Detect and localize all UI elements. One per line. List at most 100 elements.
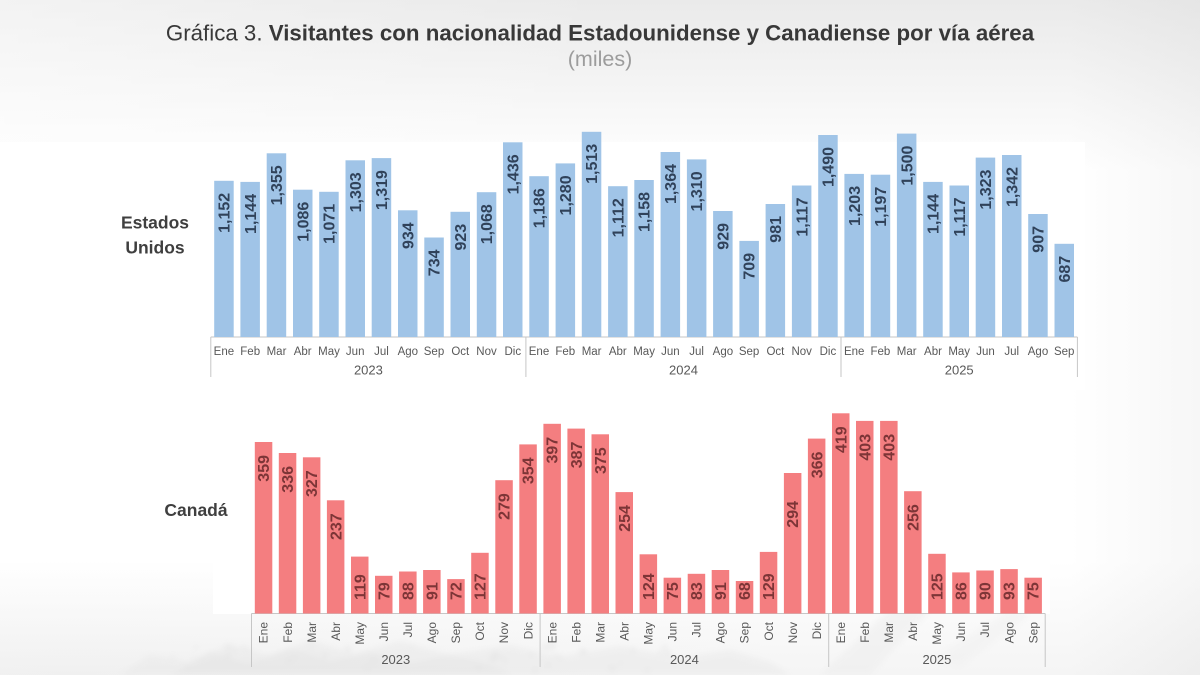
svg-text:Sep: Sep (1026, 622, 1040, 644)
svg-text:Ago: Ago (713, 346, 733, 358)
svg-text:Jul: Jul (690, 622, 704, 637)
svg-text:Ago: Ago (1002, 622, 1016, 644)
svg-text:Mar: Mar (305, 622, 319, 643)
svg-text:Ene: Ene (844, 346, 864, 358)
svg-text:Ene: Ene (834, 622, 848, 644)
svg-text:Mar: Mar (882, 622, 896, 643)
svg-text:Jun: Jun (661, 346, 680, 358)
svg-text:Feb: Feb (569, 622, 583, 643)
svg-text:127: 127 (473, 573, 490, 600)
svg-text:Abr: Abr (609, 346, 627, 358)
svg-text:359: 359 (256, 455, 273, 482)
svg-text:354: 354 (521, 457, 538, 484)
svg-text:Oct: Oct (766, 346, 785, 358)
svg-text:Mar: Mar (593, 622, 607, 643)
svg-text:1,319: 1,319 (374, 170, 391, 210)
svg-text:1,158: 1,158 (637, 192, 654, 232)
svg-text:May: May (318, 346, 340, 358)
svg-text:124: 124 (641, 573, 658, 600)
svg-text:1,144: 1,144 (926, 194, 943, 234)
svg-text:May: May (930, 622, 944, 645)
svg-text:Ago: Ago (398, 346, 418, 358)
svg-text:Jun: Jun (377, 622, 391, 641)
svg-text:Oct: Oct (451, 346, 470, 358)
svg-text:Abr: Abr (329, 622, 343, 641)
svg-text:Abr: Abr (906, 622, 920, 641)
svg-text:1,500: 1,500 (899, 146, 916, 186)
svg-text:934: 934 (400, 222, 417, 249)
svg-text:1,203: 1,203 (847, 186, 864, 226)
svg-text:1,436: 1,436 (505, 154, 522, 194)
svg-text:375: 375 (593, 447, 610, 474)
svg-text:72: 72 (449, 582, 466, 600)
svg-text:Ago: Ago (714, 622, 728, 644)
svg-text:2024: 2024 (669, 363, 698, 378)
svg-text:Ago: Ago (425, 622, 439, 644)
svg-text:Jul: Jul (401, 622, 415, 637)
svg-text:119: 119 (352, 574, 369, 600)
svg-text:93: 93 (1002, 582, 1019, 600)
svg-text:1,112: 1,112 (610, 198, 627, 237)
svg-text:237: 237 (328, 513, 345, 540)
svg-text:Nov: Nov (791, 346, 812, 358)
svg-text:Feb: Feb (555, 346, 575, 358)
svg-text:1,152: 1,152 (217, 193, 234, 233)
svg-text:Canadá: Canadá (164, 500, 227, 520)
svg-text:336: 336 (280, 466, 297, 493)
svg-text:Ene: Ene (214, 346, 234, 358)
svg-text:256: 256 (906, 504, 923, 531)
svg-text:Jul: Jul (1004, 346, 1019, 358)
svg-text:May: May (642, 622, 656, 645)
svg-text:403: 403 (857, 434, 874, 461)
svg-text:68: 68 (737, 582, 754, 600)
svg-text:Oct: Oct (473, 621, 487, 640)
svg-text:75: 75 (665, 582, 682, 600)
svg-text:1,513: 1,513 (584, 144, 601, 184)
svg-text:May: May (353, 622, 367, 645)
svg-text:Nov: Nov (476, 346, 497, 358)
svg-text:91: 91 (713, 582, 730, 600)
svg-text:1,323: 1,323 (978, 170, 995, 210)
svg-text:May: May (948, 346, 970, 358)
svg-text:419: 419 (833, 426, 850, 453)
svg-text:709: 709 (742, 253, 759, 280)
svg-text:Jul: Jul (978, 622, 992, 637)
svg-text:Ene: Ene (257, 622, 271, 644)
svg-text:75: 75 (1026, 582, 1043, 600)
svg-text:Abr: Abr (294, 346, 312, 358)
svg-text:Feb: Feb (281, 622, 295, 643)
svg-text:734: 734 (427, 249, 444, 276)
svg-text:Sep: Sep (449, 622, 463, 644)
svg-text:Unidos: Unidos (125, 238, 185, 258)
svg-text:Mar: Mar (897, 346, 917, 358)
svg-text:1,117: 1,117 (794, 197, 811, 236)
svg-text:2023: 2023 (381, 652, 410, 667)
svg-text:1,303: 1,303 (348, 172, 365, 212)
svg-text:923: 923 (453, 224, 470, 251)
svg-text:279: 279 (497, 493, 514, 520)
svg-text:366: 366 (809, 452, 826, 479)
svg-text:327: 327 (304, 470, 321, 497)
svg-text:687: 687 (1057, 256, 1074, 283)
svg-text:1,342: 1,342 (1004, 167, 1021, 207)
svg-text:Sep: Sep (424, 346, 444, 358)
svg-text:2024: 2024 (670, 652, 699, 667)
svg-text:May: May (633, 346, 655, 358)
svg-text:Ago: Ago (1028, 346, 1048, 358)
svg-text:2023: 2023 (354, 363, 383, 378)
svg-text:(miles): (miles) (568, 47, 633, 71)
svg-text:Jun: Jun (976, 346, 995, 358)
svg-text:125: 125 (930, 573, 947, 600)
svg-text:2025: 2025 (945, 363, 974, 378)
svg-text:Abr: Abr (924, 346, 942, 358)
svg-text:1,490: 1,490 (821, 147, 838, 187)
svg-text:83: 83 (689, 582, 706, 600)
svg-text:Dic: Dic (810, 622, 824, 639)
svg-text:Estados: Estados (121, 213, 189, 233)
svg-text:Dic: Dic (820, 346, 837, 358)
svg-text:1,068: 1,068 (479, 204, 496, 244)
svg-text:929: 929 (716, 223, 733, 250)
svg-text:Sep: Sep (1054, 346, 1074, 358)
svg-text:Jul: Jul (374, 346, 389, 358)
svg-text:981: 981 (768, 216, 785, 243)
